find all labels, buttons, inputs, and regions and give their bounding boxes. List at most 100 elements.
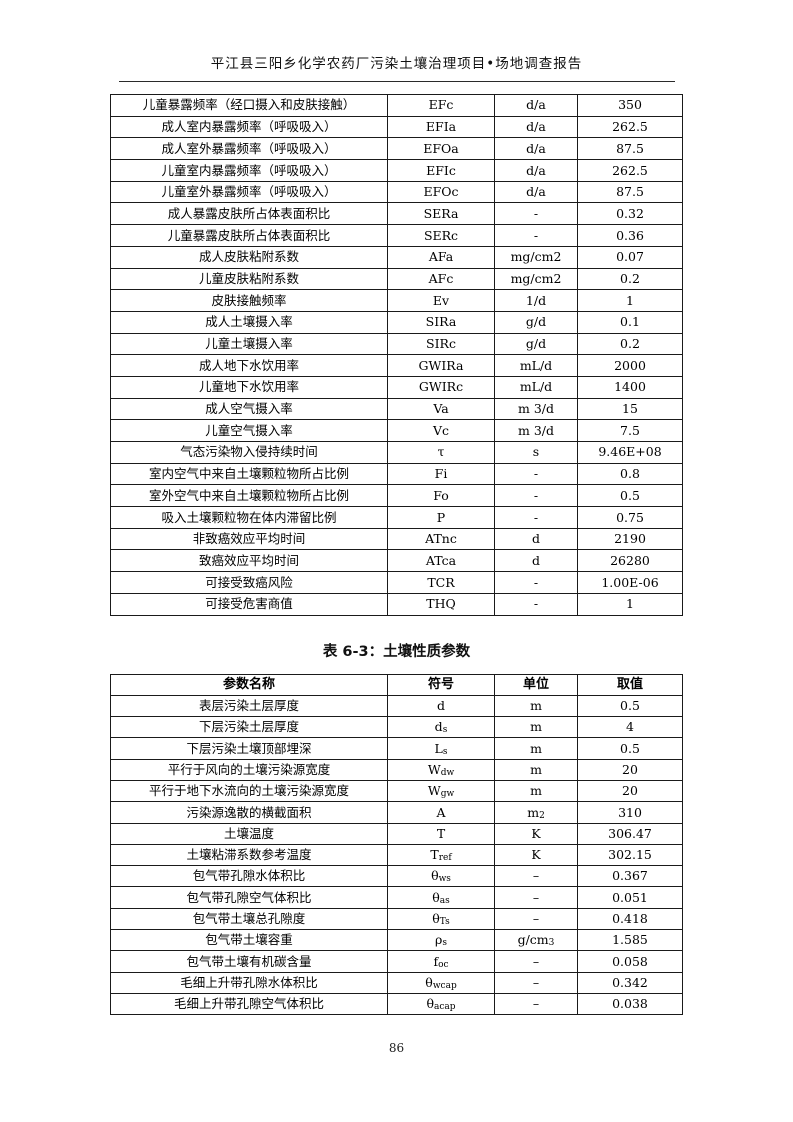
table-row: 室外空气中来自土壤颗粒物所占比例 Fo -0.5	[110, 484, 683, 508]
unit-cell: 1/d	[494, 289, 578, 312]
symbol-cell: Wdw	[387, 758, 495, 781]
value-cell: 0.5	[577, 484, 683, 508]
table-row: 成人室内暴露频率（呼吸吸入） EFIa d/a 262.5	[110, 115, 683, 139]
param-name-cell: 非致癌效应平均时间	[110, 527, 388, 551]
param-name-cell: 成人室外暴露频率（呼吸吸入）	[110, 137, 388, 161]
document-header-title: 平江县三阳乡化学农药厂污染土壤治理项目•场地调查报告	[210, 56, 583, 72]
value-cell: 87.5	[577, 180, 683, 204]
table-row: 毛细上升带孔隙空气体积比 θacap –0.038	[110, 992, 683, 1016]
table-row: 包气带孔隙空气体积比 θas –0.051	[110, 886, 683, 909]
param-name-cell: 包气带土壤有机碳含量	[110, 950, 388, 973]
unit-cell: m 3/d	[494, 397, 578, 421]
table-row: 致癌效应平均时间 ATca d 26280	[110, 549, 683, 573]
param-name-cell: 儿童暴露频率（经口摄入和皮肤接触）	[110, 94, 388, 117]
table-row: 室内空气中来自土壤颗粒物所占比例 Fi -0.8	[110, 462, 683, 486]
symbol-cell: ATca	[387, 549, 495, 573]
document-header: 平江县三阳乡化学农药厂污染土壤治理项目•场地调查报告	[0, 0, 793, 82]
table-row: 包气带孔隙水体积比 θws –0.367	[110, 865, 683, 888]
soil-properties-table: 参数名称 符号 单位 取值 表层污染土层厚度 d m 0.5 下层污染土层厚度 ds m 4 下…	[110, 673, 683, 1016]
unit-cell: mL/d	[494, 375, 578, 399]
table-row: 可接受危害商值 THQ -1	[110, 592, 683, 616]
symbol-cell: Wgw	[387, 779, 495, 803]
value-cell: 302.15	[577, 843, 683, 867]
param-name-cell: 土壤粘滞系数参考温度	[110, 843, 388, 867]
unit-cell: m	[494, 737, 578, 760]
param-name-cell: 皮肤接触频率	[110, 289, 388, 312]
symbol-cell: SIRa	[387, 310, 495, 334]
symbol-cell: Fi	[387, 462, 495, 486]
unit-cell: m	[494, 716, 578, 739]
value-cell: 0.36	[577, 224, 683, 247]
value-cell: 87.5	[577, 137, 683, 161]
table-row: 土壤粘滞系数参考温度 Tref K 302.15	[110, 843, 683, 867]
param-name-cell: 可接受致癌风险	[110, 571, 388, 594]
unit-cell: m	[494, 694, 578, 718]
table-row: 成人地下水饮用率 GWIRa mL/d 2000	[110, 354, 683, 377]
table-row: 气态污染物入侵持续时间 τ s 9.46E+08	[110, 441, 683, 464]
table-row: 成人空气摄入率 Va m 3/d 15	[110, 397, 683, 421]
symbol-cell: P	[387, 506, 495, 529]
param-name-cell: 成人地下水饮用率	[110, 354, 388, 377]
unit-cell: m	[494, 758, 578, 781]
value-cell: 9.46E+08	[577, 441, 683, 464]
unit-cell: m2	[494, 801, 578, 824]
column-header-value: 取值	[577, 673, 683, 696]
value-cell: 2000	[577, 354, 683, 377]
symbol-cell: SERc	[387, 224, 495, 247]
value-cell: 0.367	[577, 865, 683, 888]
column-header-symbol: 符号	[387, 673, 495, 696]
unit-cell: mg/cm2	[494, 267, 578, 291]
param-name-cell: 气态污染物入侵持续时间	[110, 441, 388, 464]
table-row: 非致癌效应平均时间 ATnc d 2190	[110, 527, 683, 551]
value-cell: 1	[577, 289, 683, 312]
symbol-cell: d	[387, 694, 495, 718]
symbol-cell: Ev	[387, 289, 495, 312]
column-header-unit: 单位	[494, 673, 578, 696]
value-cell: 20	[577, 779, 683, 803]
table-row: 儿童室外暴露频率（呼吸吸入） EFOc d/a 87.5	[110, 180, 683, 204]
unit-cell: –	[494, 865, 578, 888]
symbol-cell: EFIa	[387, 115, 495, 139]
unit-cell: g/cm3	[494, 929, 578, 952]
param-name-cell: 儿童空气摄入率	[110, 419, 388, 442]
param-name-cell: 包气带孔隙水体积比	[110, 865, 388, 888]
unit-cell: –	[494, 971, 578, 994]
unit-cell: -	[494, 592, 578, 616]
unit-cell: m 3/d	[494, 419, 578, 442]
unit-cell: K	[494, 843, 578, 867]
param-name-cell: 儿童暴露皮肤所占体表面积比	[110, 224, 388, 247]
value-cell: 1.00E-06	[577, 571, 683, 594]
unit-cell: –	[494, 886, 578, 909]
symbol-cell: TCR	[387, 571, 495, 594]
symbol-cell: Ls	[387, 737, 495, 760]
table-row: 包气带土壤容重 ρs g/cm3 1.585	[110, 929, 683, 952]
param-name-cell: 成人土壤摄入率	[110, 310, 388, 334]
unit-cell: d	[494, 549, 578, 573]
table-header-row: 参数名称 符号 单位 取值	[110, 673, 683, 696]
symbol-cell: θas	[387, 886, 495, 909]
value-cell: 262.5	[577, 159, 683, 182]
param-name-cell: 下层污染土层厚度	[110, 716, 388, 739]
unit-cell: mL/d	[494, 354, 578, 377]
symbol-cell: THQ	[387, 592, 495, 616]
value-cell: 0.342	[577, 971, 683, 994]
table-row: 成人暴露皮肤所占体表面积比 SERa -0.32	[110, 202, 683, 226]
param-name-cell: 包气带孔隙空气体积比	[110, 886, 388, 909]
symbol-cell: GWIRa	[387, 354, 495, 377]
symbol-cell: SERa	[387, 202, 495, 226]
unit-cell: –	[494, 950, 578, 973]
symbol-cell: Vc	[387, 419, 495, 442]
param-name-cell: 儿童地下水饮用率	[110, 375, 388, 399]
param-name-cell: 成人暴露皮肤所占体表面积比	[110, 202, 388, 226]
param-name-cell: 污染源逸散的横截面积	[110, 801, 388, 824]
symbol-cell: EFc	[387, 94, 495, 117]
symbol-cell: EFIc	[387, 159, 495, 182]
value-cell: 262.5	[577, 115, 683, 139]
unit-cell: d	[494, 527, 578, 551]
table-row: 包气带土壤总孔隙度 θTs –0.418	[110, 907, 683, 931]
param-name-cell: 土壤温度	[110, 822, 388, 845]
value-cell: 1400	[577, 375, 683, 399]
table-row: 下层污染土层厚度 ds m 4	[110, 716, 683, 739]
param-name-cell: 致癌效应平均时间	[110, 549, 388, 573]
